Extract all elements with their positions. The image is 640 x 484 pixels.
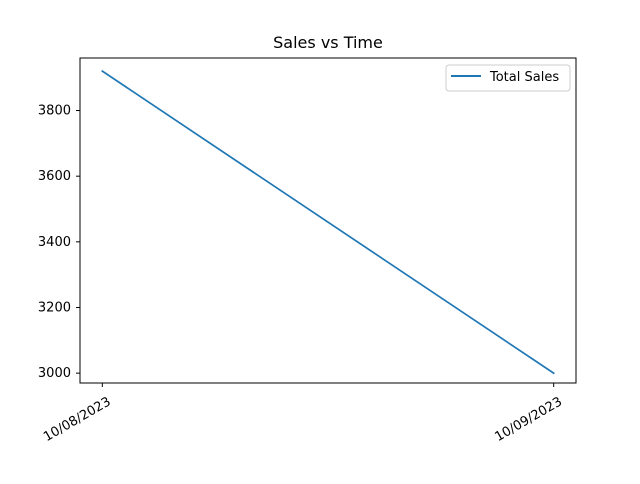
y-tick-label: 3200 (38, 300, 71, 315)
y-tick-label: 3600 (38, 169, 71, 184)
legend-label-total-sales: Total Sales (489, 70, 559, 85)
y-tick-label: 3400 (38, 235, 71, 250)
series-line-total-sales (101, 69, 555, 375)
y-axis: 3000 3200 3400 3600 3800 (38, 104, 80, 381)
legend: Total Sales (445, 64, 571, 92)
chart-title: Sales vs Time (273, 33, 383, 52)
y-tick-label: 3800 (38, 104, 71, 119)
legend-box (445, 64, 571, 92)
y-tick-label: 3000 (38, 366, 71, 381)
series-layer (101, 69, 555, 375)
